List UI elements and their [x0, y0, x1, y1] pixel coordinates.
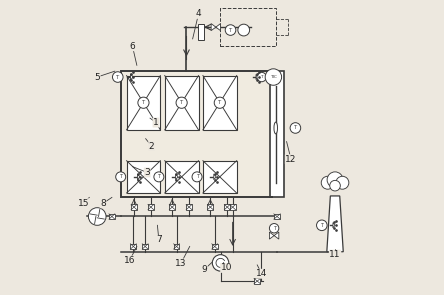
Circle shape	[112, 72, 123, 82]
Text: T: T	[260, 75, 263, 79]
Bar	[148, 204, 154, 210]
Text: 13: 13	[175, 259, 186, 268]
Circle shape	[214, 97, 226, 108]
Bar	[220, 8, 276, 46]
Text: 16: 16	[124, 256, 135, 265]
Ellipse shape	[274, 122, 278, 134]
Bar	[121, 71, 272, 197]
Text: 6: 6	[130, 42, 135, 51]
Text: 7: 7	[156, 235, 162, 245]
Text: 8: 8	[100, 199, 106, 208]
Bar	[165, 76, 198, 130]
Bar	[203, 76, 237, 130]
Text: T: T	[195, 174, 198, 179]
Bar	[274, 214, 280, 219]
Text: T: T	[119, 174, 122, 179]
Text: T: T	[294, 125, 297, 130]
Polygon shape	[176, 174, 178, 180]
Bar	[224, 204, 230, 210]
Circle shape	[290, 123, 301, 133]
Text: T: T	[320, 223, 323, 228]
Polygon shape	[256, 74, 258, 80]
Text: 1: 1	[153, 118, 159, 127]
Text: 4: 4	[196, 9, 201, 18]
Circle shape	[330, 180, 340, 191]
Polygon shape	[270, 232, 274, 239]
Circle shape	[265, 69, 281, 85]
Bar	[254, 278, 261, 284]
Bar	[169, 204, 175, 210]
Bar	[131, 244, 136, 249]
Bar	[230, 204, 236, 210]
Text: TIC: TIC	[270, 75, 277, 79]
Text: 2: 2	[149, 142, 155, 150]
Text: T: T	[116, 75, 119, 80]
Circle shape	[88, 208, 106, 225]
Circle shape	[317, 220, 327, 231]
Circle shape	[336, 176, 349, 189]
Circle shape	[327, 172, 343, 188]
Text: T: T	[273, 226, 276, 231]
Bar	[165, 161, 198, 193]
Bar	[203, 161, 237, 193]
Text: 11: 11	[329, 250, 341, 259]
Text: 5: 5	[94, 73, 100, 81]
Circle shape	[176, 97, 187, 108]
Text: T: T	[180, 100, 183, 105]
Polygon shape	[131, 74, 133, 80]
Bar	[109, 214, 115, 219]
Circle shape	[270, 224, 279, 233]
Text: 12: 12	[285, 155, 297, 164]
Text: 10: 10	[221, 263, 232, 272]
Circle shape	[116, 172, 126, 182]
Polygon shape	[274, 232, 279, 239]
Bar	[207, 204, 213, 210]
Bar	[270, 71, 284, 197]
Circle shape	[321, 176, 334, 189]
Polygon shape	[216, 24, 221, 31]
Bar	[127, 161, 160, 193]
Text: 3: 3	[144, 168, 150, 177]
Polygon shape	[214, 174, 216, 180]
Circle shape	[192, 172, 202, 182]
Text: 9: 9	[202, 265, 207, 274]
Circle shape	[138, 97, 149, 108]
Polygon shape	[138, 174, 140, 180]
Text: 14: 14	[256, 269, 267, 278]
Text: T: T	[218, 100, 222, 105]
Bar	[212, 244, 218, 249]
Bar	[174, 244, 179, 249]
Bar	[127, 76, 160, 130]
Text: T: T	[157, 174, 160, 179]
Circle shape	[257, 72, 266, 82]
Polygon shape	[211, 24, 216, 31]
Text: T: T	[229, 27, 232, 32]
Text: T: T	[142, 100, 145, 105]
Circle shape	[225, 25, 236, 35]
Circle shape	[238, 24, 250, 36]
Circle shape	[212, 255, 229, 271]
Text: 15: 15	[78, 199, 89, 208]
Bar	[131, 204, 137, 210]
Polygon shape	[333, 223, 335, 228]
Bar	[186, 204, 192, 210]
Polygon shape	[327, 196, 343, 252]
Bar	[142, 244, 148, 249]
Circle shape	[154, 172, 164, 182]
Bar	[198, 24, 203, 40]
